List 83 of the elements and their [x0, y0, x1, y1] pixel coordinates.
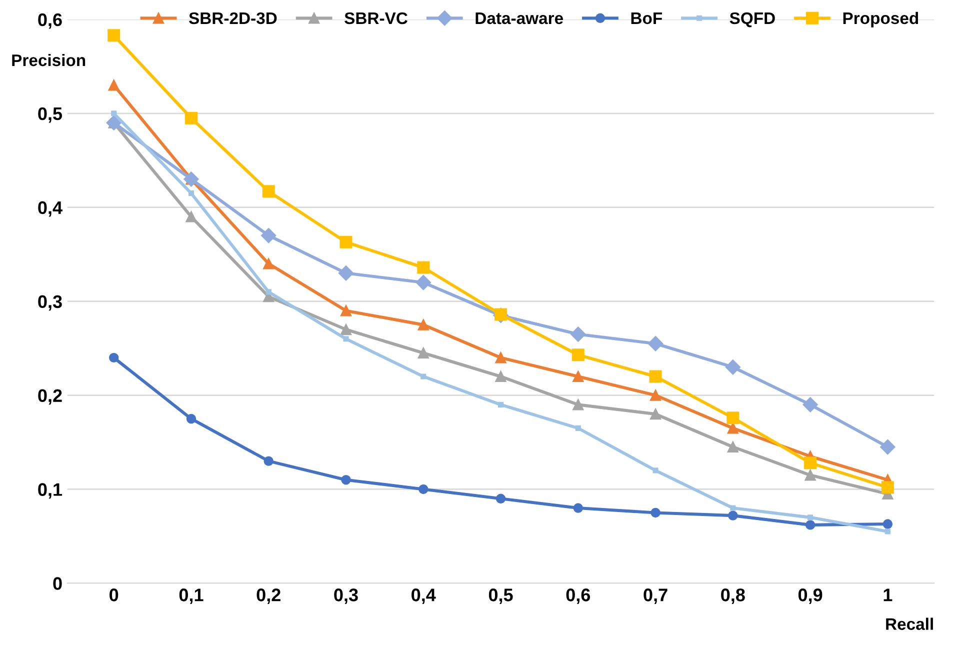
point: [882, 519, 893, 529]
point: [188, 190, 194, 196]
point: [186, 414, 196, 424]
point: [726, 412, 740, 424]
point: [186, 211, 197, 222]
point: [184, 112, 198, 124]
point: [572, 348, 584, 362]
point: [802, 397, 818, 412]
x-tick-label: 0,5: [488, 588, 513, 604]
point: [108, 29, 120, 42]
point: [884, 528, 890, 534]
point: [108, 80, 120, 91]
point: [418, 484, 428, 494]
point: [804, 456, 817, 470]
point: [343, 336, 349, 342]
legend-label: Proposed: [843, 12, 918, 28]
point: [495, 370, 506, 382]
point: [880, 439, 896, 455]
point: [418, 319, 429, 330]
point: [652, 468, 658, 474]
y-tick-label: 0,3: [38, 295, 62, 311]
x-axis-title: Recall: [886, 618, 933, 630]
point: [416, 274, 431, 290]
y-tick-label: 0,6: [38, 13, 62, 29]
y-tick-label: 0,2: [38, 389, 62, 405]
legend-label: SBR-VC: [344, 12, 408, 24]
legend-label: BoF: [631, 12, 662, 24]
point: [650, 408, 662, 420]
point: [417, 261, 430, 274]
point: [650, 508, 660, 518]
x-tick-label: 0,8: [721, 588, 745, 604]
point: [340, 236, 352, 248]
legend-label: SQFD: [730, 12, 775, 28]
point: [575, 425, 581, 431]
point: [111, 110, 117, 116]
point: [808, 514, 814, 520]
x-tick-label: 0,6: [566, 588, 590, 604]
x-tick-label: 0,3: [334, 588, 358, 604]
point: [727, 441, 738, 453]
point: [340, 305, 352, 316]
y-tick-label: 0,1: [38, 483, 62, 499]
legend-label: Data-aware: [476, 12, 563, 24]
point: [804, 470, 816, 481]
point: [262, 185, 275, 198]
point: [727, 422, 738, 434]
y-tick-label: 0,5: [38, 107, 62, 123]
y-tick-label: 0: [53, 577, 62, 590]
legend-label: SBR-2D-3D: [188, 12, 277, 24]
point: [805, 520, 816, 530]
x-tick-label: 0,2: [256, 588, 280, 604]
point: [650, 390, 662, 401]
point: [261, 228, 276, 244]
point: [572, 399, 584, 410]
x-tick-label: 0,4: [412, 588, 436, 604]
y-tick-label: 0,4: [38, 201, 62, 217]
point: [570, 326, 586, 342]
point: [730, 505, 736, 511]
point: [496, 494, 506, 504]
point: [338, 266, 354, 281]
x-tick-label: 0,1: [179, 588, 204, 604]
point: [108, 352, 119, 363]
point: [725, 360, 740, 375]
point: [498, 402, 504, 408]
point: [264, 456, 274, 466]
point: [648, 336, 664, 352]
point: [266, 289, 272, 295]
point: [495, 352, 506, 364]
y-axis-title: Precision: [12, 54, 86, 66]
point: [418, 347, 429, 359]
x-tick-label: 1: [884, 588, 892, 602]
point: [494, 308, 508, 321]
x-tick-label: 0,9: [798, 588, 822, 604]
point: [420, 374, 426, 380]
point: [881, 481, 894, 494]
point: [649, 370, 662, 383]
point: [263, 258, 274, 270]
x-tick-label: 0,7: [644, 588, 668, 604]
point: [728, 510, 738, 520]
point: [341, 474, 351, 485]
point: [340, 324, 352, 336]
point: [573, 503, 584, 513]
x-tick-label: 0: [110, 588, 118, 602]
point: [572, 370, 584, 382]
